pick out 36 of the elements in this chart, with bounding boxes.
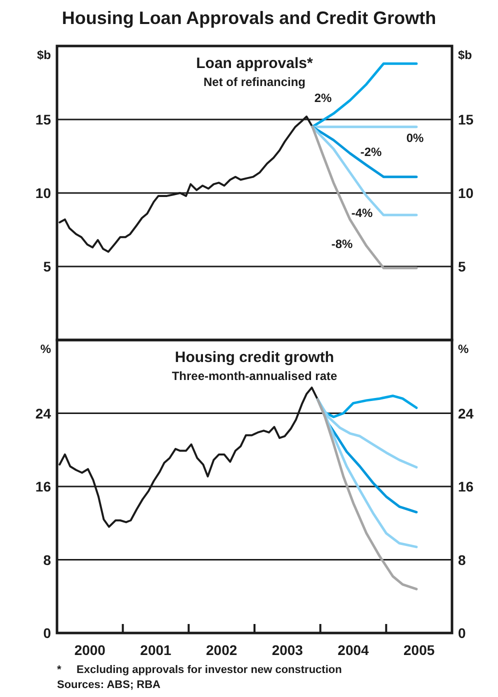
y2-tick-label: 5 (458, 258, 466, 274)
y2-axis-title: % (458, 342, 469, 356)
y-axis-title: % (40, 342, 52, 356)
y2-tick-label: 0 (458, 625, 466, 641)
x-tick-label: 2005 (404, 642, 435, 658)
y2-tick-label: 10 (458, 185, 474, 201)
text: Housing Loan Approvals and Credit Growth (62, 8, 436, 28)
series-label: -4% (351, 206, 373, 220)
text: * Excluding approvals for investor new construction (57, 664, 342, 676)
text: Net of refinancing (203, 75, 306, 89)
series-label: -2% (360, 145, 382, 159)
y-axis-title: $b (36, 48, 51, 62)
x-tick-label: 2003 (272, 642, 304, 658)
text: Housing credit growth (174, 349, 334, 366)
y-tick-label: 0 (43, 625, 52, 641)
y-tick-label: 8 (43, 552, 52, 568)
y-tick-label: 15 (35, 112, 52, 128)
y2-tick-label: 15 (458, 112, 474, 128)
series-label: 2% (314, 91, 332, 105)
text: Loan approvals* (196, 55, 314, 72)
source-note: Sources: ABS; RBA (57, 679, 161, 691)
x-tick-label: 2001 (140, 642, 172, 658)
series-label: 0% (406, 131, 424, 145)
y2-tick-label: 16 (458, 478, 474, 494)
x-tick-label: 2000 (74, 642, 106, 658)
y2-tick-label: 24 (458, 405, 474, 422)
series-label: -8% (331, 237, 353, 251)
x-tick-label: 2002 (206, 642, 238, 658)
y2-axis-title: $b (458, 48, 472, 62)
y-tick-label: 5 (43, 258, 52, 274)
x-tick-label: 2004 (338, 642, 370, 658)
text: Three-month-annualised rate (172, 369, 338, 383)
y-tick-label: 16 (35, 478, 52, 494)
y-tick-label: 24 (35, 405, 52, 422)
y2-tick-label: 8 (458, 552, 466, 568)
y-tick-label: 10 (35, 185, 52, 201)
